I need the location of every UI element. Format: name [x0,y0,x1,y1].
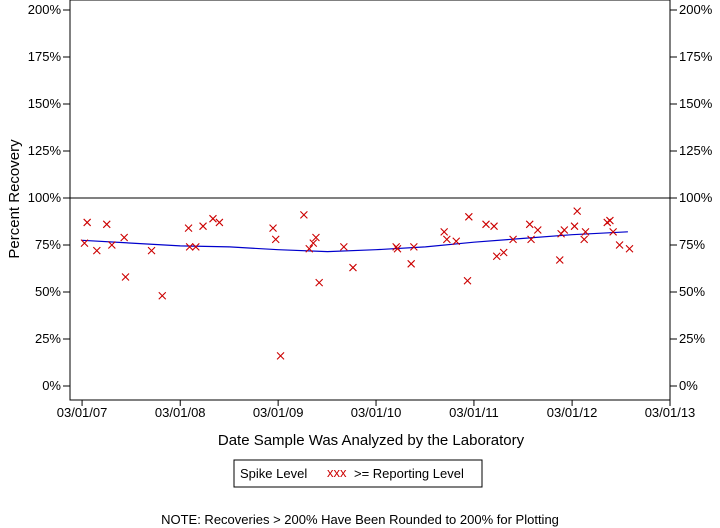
data-point [185,242,194,251]
legend-title: Spike Level [240,466,307,481]
data-point [581,227,590,236]
data-point [271,235,280,244]
data-point [573,207,582,216]
data-point [309,239,318,248]
data-point [199,222,207,231]
y-tick-label-right: 200% [679,2,713,17]
data-point [407,259,416,268]
x-tick-label: 03/01/13 [645,405,696,420]
data-point [625,244,634,253]
data-point [463,276,472,285]
data-point [102,220,111,229]
y-tick-label-right: 50% [679,284,705,299]
y-tick-label-left: 100% [28,190,62,205]
data-point [80,239,89,248]
legend: Spike Level xxx >= Reporting Level [233,459,483,488]
data-point [440,227,449,236]
legend-label: >= Reporting Level [354,466,464,481]
data-point [527,235,535,244]
data-point [499,248,508,257]
x-axis-title: Date Sample Was Analyzed by the Laborato… [218,432,525,449]
data-point [349,263,357,272]
y-tick-label-right: 25% [679,331,705,346]
y-tick-label-right: 150% [679,96,713,111]
data-point [609,227,618,236]
data-point [409,242,418,251]
data-point [452,237,461,246]
data-point [315,278,324,287]
data-points [80,207,634,360]
data-point [393,244,402,253]
data-point [580,235,589,244]
data-point [269,224,277,232]
data-point [615,241,624,249]
x-tick-label: 03/01/09 [253,405,304,420]
data-point [492,252,501,261]
y-axis-right: 0% 25% 50% 75% 100% 125% 150% 175% 200% [670,2,713,393]
y-tick-label-left: 175% [28,49,62,64]
y-tick-label-right: 175% [679,49,713,64]
data-point [555,256,564,264]
x-tick-label: 03/01/11 [449,405,499,420]
y-tick-label-left: 25% [35,331,61,346]
y-tick-label-left: 0% [42,378,61,393]
data-point [83,218,92,227]
legend-box [233,459,483,488]
data-point [464,212,473,221]
y-tick-label-left: 125% [28,143,62,158]
data-point [525,220,534,229]
y-tick-label-left: 200% [28,2,62,17]
y-tick-label-left: 150% [28,96,62,111]
data-point [339,242,348,251]
y-tick-label-right: 0% [679,378,698,393]
plot-border [69,0,671,401]
data-point [533,226,542,234]
data-point [482,220,490,229]
y-axis-title: Percent Recovery [6,139,23,259]
x-tick-label: 03/01/12 [547,405,598,420]
legend-symbol: xxx [327,465,347,480]
x-tick-label: 03/01/10 [351,405,402,420]
plot-frame [69,0,671,401]
data-point [442,235,451,244]
y-tick-label-right: 125% [679,143,713,158]
data-point [120,233,129,242]
y-tick-label-left: 75% [35,237,61,252]
data-point [276,352,285,360]
y-axis-left: 0% 25% 50% 75% 100% 125% 150% 175% 200% [28,2,70,393]
data-point [299,211,308,219]
x-axis: 03/01/07 03/01/08 03/01/09 03/01/10 03/01/11… [57,400,696,420]
data-point [121,273,130,281]
data-point [209,214,217,223]
y-tick-label-left: 50% [35,284,61,299]
y-tick-label-right: 100% [679,190,713,205]
data-point [509,235,517,244]
footnote: NOTE: Recoveries > 200% Have Been Rounde… [161,512,559,527]
data-point [312,233,320,242]
data-point [215,218,224,227]
data-point [107,241,116,249]
trend-line-group [82,231,628,253]
x-tick-label: 03/01/08 [155,405,206,420]
trend-line [82,231,628,253]
data-point [147,246,156,255]
data-point [490,222,498,231]
data-point [92,246,101,255]
data-point [560,226,569,234]
data-point [305,244,314,253]
data-point [158,291,167,300]
y-tick-label-right: 75% [679,237,705,252]
x-tick-label: 03/01/07 [57,405,108,420]
data-point [184,224,193,232]
data-point [606,216,614,225]
data-point [191,242,200,251]
data-point [570,222,579,231]
